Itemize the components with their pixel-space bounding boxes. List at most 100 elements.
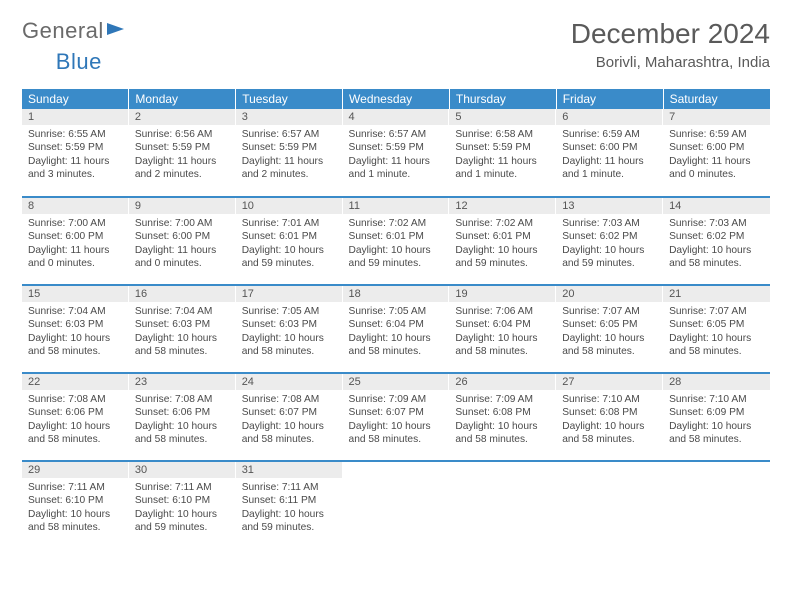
sunrise-text: Sunrise: 6:55 AM <box>28 128 123 141</box>
day-number: 8 <box>22 198 129 214</box>
day-info: Sunrise: 6:57 AMSunset: 5:59 PMDaylight:… <box>343 125 450 188</box>
calendar-day: 16Sunrise: 7:04 AMSunset: 6:03 PMDayligh… <box>129 285 236 373</box>
day-info: Sunrise: 7:03 AMSunset: 6:02 PMDaylight:… <box>556 214 663 277</box>
sunrise-text: Sunrise: 7:08 AM <box>28 393 123 406</box>
dayhead-wednesday: Wednesday <box>343 89 450 109</box>
day-number: 30 <box>129 462 236 478</box>
calendar-day: 30Sunrise: 7:11 AMSunset: 6:10 PMDayligh… <box>129 461 236 549</box>
daylight-text: Daylight: 10 hours and 58 minutes. <box>242 420 337 447</box>
calendar-week: 8Sunrise: 7:00 AMSunset: 6:00 PMDaylight… <box>22 197 770 285</box>
day-info: Sunrise: 7:07 AMSunset: 6:05 PMDaylight:… <box>663 302 770 365</box>
sunset-text: Sunset: 6:00 PM <box>135 230 230 243</box>
daylight-text: Daylight: 10 hours and 58 minutes. <box>455 332 550 359</box>
sunset-text: Sunset: 6:09 PM <box>669 406 764 419</box>
calendar-day: 12Sunrise: 7:02 AMSunset: 6:01 PMDayligh… <box>449 197 556 285</box>
day-number: 12 <box>449 198 556 214</box>
daylight-text: Daylight: 11 hours and 0 minutes. <box>669 155 764 182</box>
day-number: 7 <box>663 109 770 125</box>
day-info: Sunrise: 7:08 AMSunset: 6:06 PMDaylight:… <box>129 390 236 453</box>
day-number: 27 <box>556 374 663 390</box>
sunset-text: Sunset: 6:03 PM <box>135 318 230 331</box>
daylight-text: Daylight: 10 hours and 58 minutes. <box>28 332 123 359</box>
sunrise-text: Sunrise: 7:02 AM <box>349 217 444 230</box>
day-info: Sunrise: 7:05 AMSunset: 6:04 PMDaylight:… <box>343 302 450 365</box>
sunset-text: Sunset: 6:01 PM <box>349 230 444 243</box>
daylight-text: Daylight: 10 hours and 59 minutes. <box>242 508 337 535</box>
sunrise-text: Sunrise: 6:58 AM <box>455 128 550 141</box>
day-info: Sunrise: 7:10 AMSunset: 6:09 PMDaylight:… <box>663 390 770 453</box>
sunrise-text: Sunrise: 7:03 AM <box>562 217 657 230</box>
calendar-day: 9Sunrise: 7:00 AMSunset: 6:00 PMDaylight… <box>129 197 236 285</box>
calendar-day: .. <box>663 461 770 549</box>
day-number: 3 <box>236 109 343 125</box>
daylight-text: Daylight: 11 hours and 2 minutes. <box>135 155 230 182</box>
sunset-text: Sunset: 6:05 PM <box>562 318 657 331</box>
dayhead-saturday: Saturday <box>663 89 770 109</box>
calendar-table: Sunday Monday Tuesday Wednesday Thursday… <box>22 89 770 549</box>
calendar-week: 15Sunrise: 7:04 AMSunset: 6:03 PMDayligh… <box>22 285 770 373</box>
daylight-text: Daylight: 10 hours and 59 minutes. <box>455 244 550 271</box>
day-number: 2 <box>129 109 236 125</box>
daylight-text: Daylight: 10 hours and 58 minutes. <box>135 420 230 447</box>
day-number: 6 <box>556 109 663 125</box>
sunrise-text: Sunrise: 6:56 AM <box>135 128 230 141</box>
sunrise-text: Sunrise: 7:01 AM <box>242 217 337 230</box>
day-number: 10 <box>236 198 343 214</box>
sunrise-text: Sunrise: 7:08 AM <box>135 393 230 406</box>
sunset-text: Sunset: 6:04 PM <box>455 318 550 331</box>
sunset-text: Sunset: 6:02 PM <box>562 230 657 243</box>
day-info: Sunrise: 6:57 AMSunset: 5:59 PMDaylight:… <box>236 125 343 188</box>
daylight-text: Daylight: 10 hours and 58 minutes. <box>455 420 550 447</box>
calendar-day: 27Sunrise: 7:10 AMSunset: 6:08 PMDayligh… <box>556 373 663 461</box>
calendar-day: 6Sunrise: 6:59 AMSunset: 6:00 PMDaylight… <box>556 109 663 197</box>
title-block: December 2024 Borivli, Maharashtra, Indi… <box>571 18 770 71</box>
sunset-text: Sunset: 6:07 PM <box>242 406 337 419</box>
month-title: December 2024 <box>571 18 770 50</box>
day-number: 22 <box>22 374 129 390</box>
sunrise-text: Sunrise: 6:57 AM <box>349 128 444 141</box>
calendar-day: 13Sunrise: 7:03 AMSunset: 6:02 PMDayligh… <box>556 197 663 285</box>
calendar-day: 7Sunrise: 6:59 AMSunset: 6:00 PMDaylight… <box>663 109 770 197</box>
sunset-text: Sunset: 6:08 PM <box>455 406 550 419</box>
sunrise-text: Sunrise: 7:11 AM <box>135 481 230 494</box>
day-number: 23 <box>129 374 236 390</box>
sunset-text: Sunset: 6:08 PM <box>562 406 657 419</box>
day-info: Sunrise: 7:09 AMSunset: 6:07 PMDaylight:… <box>343 390 450 453</box>
daylight-text: Daylight: 11 hours and 0 minutes. <box>28 244 123 271</box>
sunrise-text: Sunrise: 7:03 AM <box>669 217 764 230</box>
daylight-text: Daylight: 10 hours and 58 minutes. <box>669 244 764 271</box>
daylight-text: Daylight: 11 hours and 1 minute. <box>349 155 444 182</box>
daylight-text: Daylight: 10 hours and 58 minutes. <box>135 332 230 359</box>
day-info: Sunrise: 7:06 AMSunset: 6:04 PMDaylight:… <box>449 302 556 365</box>
sunrise-text: Sunrise: 7:10 AM <box>669 393 764 406</box>
day-number: 17 <box>236 286 343 302</box>
dayhead-friday: Friday <box>556 89 663 109</box>
brand-part2: Blue <box>56 49 102 75</box>
sunset-text: Sunset: 6:03 PM <box>242 318 337 331</box>
day-number: 29 <box>22 462 129 478</box>
dayhead-monday: Monday <box>129 89 236 109</box>
day-info: Sunrise: 6:59 AMSunset: 6:00 PMDaylight:… <box>556 125 663 188</box>
sunrise-text: Sunrise: 7:10 AM <box>562 393 657 406</box>
sunrise-text: Sunrise: 6:59 AM <box>669 128 764 141</box>
day-info: Sunrise: 7:08 AMSunset: 6:07 PMDaylight:… <box>236 390 343 453</box>
sunset-text: Sunset: 6:00 PM <box>28 230 123 243</box>
daylight-text: Daylight: 10 hours and 58 minutes. <box>669 332 764 359</box>
sunrise-text: Sunrise: 7:05 AM <box>242 305 337 318</box>
daylight-text: Daylight: 10 hours and 58 minutes. <box>349 332 444 359</box>
sunrise-text: Sunrise: 7:09 AM <box>455 393 550 406</box>
dayhead-thursday: Thursday <box>449 89 556 109</box>
sunrise-text: Sunrise: 7:07 AM <box>669 305 764 318</box>
calendar-day: 11Sunrise: 7:02 AMSunset: 6:01 PMDayligh… <box>343 197 450 285</box>
calendar-day: .. <box>449 461 556 549</box>
calendar-day: 5Sunrise: 6:58 AMSunset: 5:59 PMDaylight… <box>449 109 556 197</box>
daylight-text: Daylight: 11 hours and 2 minutes. <box>242 155 337 182</box>
sunset-text: Sunset: 6:06 PM <box>135 406 230 419</box>
sunset-text: Sunset: 5:59 PM <box>135 141 230 154</box>
sunset-text: Sunset: 6:03 PM <box>28 318 123 331</box>
sunrise-text: Sunrise: 7:09 AM <box>349 393 444 406</box>
day-info: Sunrise: 7:00 AMSunset: 6:00 PMDaylight:… <box>129 214 236 277</box>
sunset-text: Sunset: 6:10 PM <box>28 494 123 507</box>
calendar-day: .. <box>556 461 663 549</box>
day-info: Sunrise: 7:01 AMSunset: 6:01 PMDaylight:… <box>236 214 343 277</box>
